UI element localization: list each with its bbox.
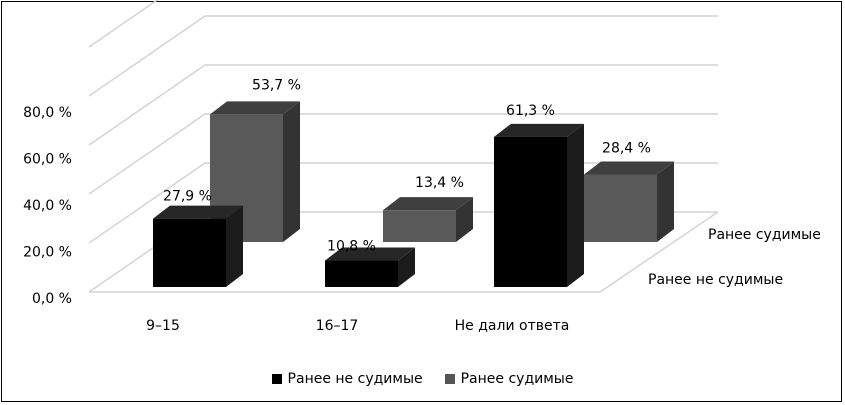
x-tick-label: Не дали ответа: [455, 318, 570, 334]
bar-side: [226, 205, 243, 287]
floor-right-edge: [599, 211, 719, 293]
bar-side: [283, 101, 300, 242]
data-label: 28,4 %: [602, 141, 651, 157]
y-tick-label: 20,0 %: [23, 245, 72, 261]
gridline-side: [88, 64, 206, 146]
data-label: 53,7 %: [252, 77, 301, 93]
bar: [325, 260, 398, 287]
gridline-side: [88, 0, 159, 48]
data-label: 13,4 %: [415, 175, 464, 191]
legend-label-series-1: Ранее не судимые: [287, 371, 423, 387]
gridline-side: [88, 15, 206, 97]
bar-side: [398, 247, 415, 287]
legend-item-series-2: Ранее судимые: [444, 371, 574, 387]
bar-side: [456, 197, 473, 242]
data-label: 10,8 %: [327, 239, 376, 255]
y-tick-label: 80,0 %: [23, 105, 72, 121]
bar-top: [325, 247, 415, 261]
depth-axis-label: Ранее не судимые: [648, 272, 783, 288]
legend-swatch-series-1: [271, 374, 282, 384]
y-tick-label: 60,0 %: [23, 152, 72, 168]
data-label: 61,3 %: [506, 103, 555, 119]
data-label: 27,9 %: [163, 189, 212, 205]
legend-item-series-1: Ранее не судимые: [271, 371, 423, 387]
x-tick-label: 16–17: [316, 318, 359, 334]
bar: [383, 210, 456, 242]
depth-axis-label: Ранее судимые: [708, 227, 821, 243]
gridline-side: [88, 162, 206, 244]
bar: [153, 218, 226, 287]
bar-top: [584, 161, 674, 175]
legend-swatch-series-2: [444, 374, 455, 384]
gridline-side: [88, 113, 206, 195]
bar: [494, 136, 567, 287]
y-tick-label: 40,0 %: [23, 198, 72, 214]
bar-side: [567, 123, 584, 287]
bar-top: [210, 101, 300, 115]
bar-top: [153, 205, 243, 219]
bar-side: [657, 161, 674, 242]
legend-label-series-2: Ранее судимые: [460, 371, 574, 387]
bar: [584, 174, 657, 242]
y-tick-label: 0,0 %: [32, 291, 72, 307]
legend: Ранее не судимые Ранее судимые: [0, 371, 845, 387]
bar-top: [383, 197, 473, 211]
bar-top: [494, 123, 584, 137]
x-tick-label: 9–15: [146, 318, 180, 334]
